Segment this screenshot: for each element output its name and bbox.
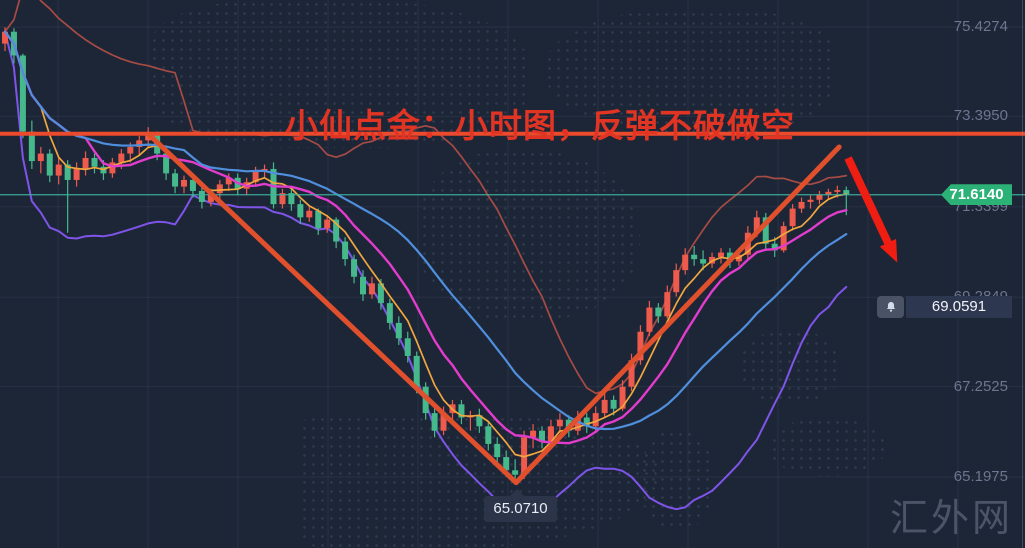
axis-price-label: 65.1975	[953, 468, 1008, 485]
trendlines[interactable]	[145, 131, 842, 486]
current-price-tag: 71.6140	[941, 184, 1012, 206]
swing-low-tooltip: 65.0710	[484, 488, 558, 522]
site-watermark: 汇外网	[889, 498, 1013, 540]
ma-lines	[3, 30, 848, 458]
analyst-annotation-title: 小仙点金：小时图，反弹不破做空	[285, 107, 795, 144]
alert-price-value: 69.0591	[906, 296, 1012, 319]
sell-arrow[interactable]	[844, 156, 898, 263]
price-alert-chip[interactable]: 69.0591	[877, 296, 1012, 319]
axis-price-label: 73.3950	[953, 107, 1008, 125]
axis-price-label: 75.4274	[953, 18, 1008, 35]
bell-icon[interactable]	[877, 296, 904, 319]
candles	[2, 27, 850, 483]
axis-border	[1022, 0, 1023, 548]
axis-price-label: 67.2525	[953, 377, 1008, 395]
